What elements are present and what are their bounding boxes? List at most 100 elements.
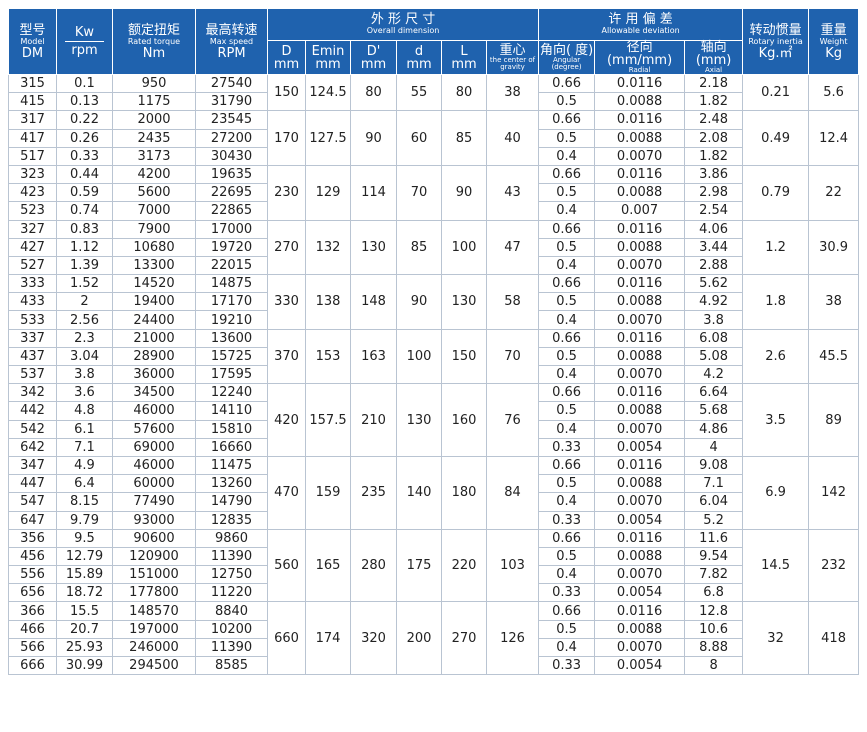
cell: 5.6 xyxy=(808,73,860,112)
cell: 15.89 xyxy=(56,565,113,585)
cell: 542 xyxy=(8,419,57,439)
header-text: 重量 xyxy=(820,22,847,38)
table-row: 333 1.52 14520 14875 330 138 148 90 130 58 0.66 0.0… xyxy=(8,274,860,330)
cell: 130 xyxy=(350,219,397,276)
cell: 9.79 xyxy=(56,510,113,530)
header-text: 型号 xyxy=(19,22,46,38)
cell: 347 xyxy=(8,455,57,476)
cell: 77490 xyxy=(112,492,196,512)
cell: 235 xyxy=(350,455,397,530)
header-text: 径向(mm/mm) xyxy=(606,40,673,68)
cell: 1.2 xyxy=(742,219,810,276)
header-cell: 重量 Weight Kg xyxy=(808,8,860,75)
header-row: 型号 Model DM Kw rpm 额定扭矩 Rated torque Nm 最高转速 M… xyxy=(8,8,860,75)
cell: 7000 xyxy=(112,201,196,221)
header-text: Kg.㎡ xyxy=(758,45,793,61)
table-row: 423 0.59 5600 22695 0.5 0.0088 2.98 xyxy=(8,183,859,203)
cell: 0.007 xyxy=(594,201,686,221)
cell: 320 xyxy=(350,601,397,676)
table-row: 317 0.22 2000 23545 170 127.5 90 60 85 40 0.66 0.01… xyxy=(8,110,860,166)
header-text: 角向( 度) xyxy=(539,43,594,58)
cell: 418 xyxy=(808,601,860,676)
cell: 6.8 xyxy=(684,583,744,603)
cell: 19400 xyxy=(112,292,196,312)
cell: 0.0054 xyxy=(594,510,686,530)
header-text: Rated torque xyxy=(127,36,181,46)
cell: 0.0070 xyxy=(594,364,686,385)
header-text: Weight xyxy=(819,36,848,46)
cell: 22865 xyxy=(195,201,268,221)
header-text: RPM xyxy=(217,45,246,61)
cell: 14790 xyxy=(195,492,268,512)
cell: 0.0070 xyxy=(594,146,686,166)
cell: 45.5 xyxy=(808,328,860,385)
header-text: D' xyxy=(366,43,381,59)
cell: 5.68 xyxy=(684,401,744,421)
cell: 1.39 xyxy=(56,255,113,276)
cell: 6.64 xyxy=(684,383,744,403)
cell: 447 xyxy=(8,474,57,494)
cell: 23545 xyxy=(195,110,268,130)
header-text: Radial xyxy=(628,66,651,74)
cell: 22 xyxy=(808,164,860,221)
cell: 317 xyxy=(8,110,57,130)
cell: 0.66 xyxy=(538,528,596,548)
header-text: mm xyxy=(273,56,300,72)
cell: 1175 xyxy=(112,92,196,112)
cell: 0.0054 xyxy=(594,655,686,676)
header-text: mm xyxy=(406,56,432,72)
header-text: Rotary inertia xyxy=(748,36,803,46)
table-row: 356 9.5 90600 9860 560 165 280 175 220 103 0.66 0.0… xyxy=(8,528,860,603)
cell: 566 xyxy=(8,637,57,658)
header-text: 重心 xyxy=(499,43,526,58)
cell: 0.66 xyxy=(538,164,596,185)
cell: 2435 xyxy=(112,128,196,148)
cell: 280 xyxy=(350,528,397,603)
table-row: 337 2.3 21000 13600 370 153 163 100 150 70 0.66 0.0… xyxy=(8,328,860,385)
cell: 220 xyxy=(441,528,487,603)
table-row: 523 0.74 7000 22865 0.4 0.007 2.54 xyxy=(8,201,859,221)
cell: 342 xyxy=(8,383,57,403)
cell: 2.88 xyxy=(684,255,744,276)
cell: 100 xyxy=(441,219,487,276)
cell: 270 xyxy=(267,219,306,276)
cell: 80 xyxy=(441,73,487,112)
cell: 32 xyxy=(742,601,810,676)
cell: 27200 xyxy=(195,128,268,148)
cell: 4200 xyxy=(112,164,196,185)
cell: 656 xyxy=(8,583,57,603)
cell: 47 xyxy=(485,219,540,276)
cell: 177800 xyxy=(112,583,196,603)
cell: 174 xyxy=(305,601,351,676)
cell: 197000 xyxy=(112,619,196,639)
spec-table: 型号 Model DM Kw rpm 额定扭矩 Rated torque Nm 最高转速 M… xyxy=(8,8,860,676)
cell: 232 xyxy=(808,528,860,603)
cell: 180 xyxy=(441,455,487,530)
cell: 230 xyxy=(267,164,306,221)
cell: 466 xyxy=(8,619,57,639)
header-cell: 外 形 尺 寸 Overall dimension xyxy=(266,8,540,41)
header-text: Emin xyxy=(311,43,345,59)
cell: 58 xyxy=(485,274,540,330)
cell: 4.06 xyxy=(684,219,744,239)
cell: 560 xyxy=(267,528,306,603)
header-text: the center of gravity xyxy=(489,56,536,71)
header-text: L xyxy=(460,43,468,59)
cell: 13600 xyxy=(195,328,268,348)
cell: 7.1 xyxy=(684,474,744,494)
cell: 1.82 xyxy=(684,92,744,112)
cell: 246000 xyxy=(112,637,196,658)
cell: 423 xyxy=(8,183,57,203)
cell: 0.66 xyxy=(538,455,596,476)
header-text: 外 形 尺 寸 xyxy=(370,12,436,27)
cell: 2 xyxy=(56,292,113,312)
cell: 93000 xyxy=(112,510,196,530)
cell: 3.8 xyxy=(684,310,744,330)
cell: 19720 xyxy=(195,237,268,257)
cell: 0.0088 xyxy=(594,292,686,312)
header-text: 最高转速 xyxy=(205,22,258,38)
cell: 323 xyxy=(8,164,57,185)
header-cell: Kw rpm xyxy=(56,8,113,75)
table-row: 347 4.9 46000 11475 470 159 235 140 180 84 0.66 0.0… xyxy=(8,455,860,530)
